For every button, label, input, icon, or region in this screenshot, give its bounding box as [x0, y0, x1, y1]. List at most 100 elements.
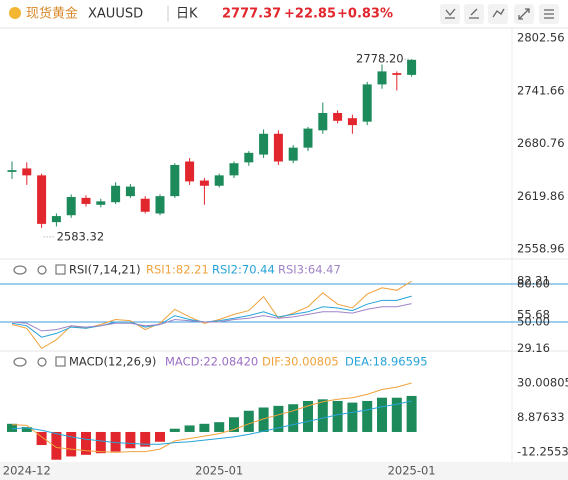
candle-body: [392, 73, 402, 75]
macd-bar: [288, 404, 299, 432]
period[interactable]: 日K: [176, 7, 198, 22]
indicator-title: MACD(12,26,9): [69, 355, 156, 369]
y-tick-label: 2680.76: [517, 136, 565, 150]
indicator-icon[interactable]: [55, 264, 66, 275]
candle-body: [140, 198, 150, 212]
candle-body: [199, 180, 209, 186]
x-tick-label: 2025-01: [195, 464, 243, 478]
y-tick-label: 55.68: [517, 307, 550, 321]
candle-body: [362, 84, 372, 122]
macd-bar: [258, 407, 269, 432]
candle-body: [125, 186, 135, 197]
macd-bar: [377, 397, 387, 432]
macd-bar: [125, 431, 136, 449]
legend-entry: DIF:30.00805: [262, 355, 339, 369]
x-tick-label: 2024-12: [3, 464, 51, 478]
settings-icon[interactable]: [37, 357, 47, 367]
indicator-title: RSI(7,14,21): [69, 263, 141, 277]
y-tick-label: 2741.66: [517, 83, 565, 97]
candle-body: [81, 197, 91, 204]
y-tick-label: 8.87633: [517, 410, 565, 424]
candle-body: [7, 170, 17, 172]
tool-icon: [518, 8, 530, 20]
legend-entry: RSI2:70.44: [212, 263, 275, 277]
macd-bar: [406, 395, 417, 432]
visibility-icon[interactable]: [13, 357, 27, 367]
tool-icon: [492, 8, 505, 18]
candle-body: [66, 197, 76, 216]
legend-entry: RSI1:82.21: [146, 263, 209, 277]
symbol-icon: [9, 7, 21, 19]
macd-bar: [36, 431, 47, 446]
candle-body: [347, 118, 357, 126]
candle-body: [288, 147, 298, 161]
macd-bar: [7, 423, 17, 432]
macd-bar: [391, 397, 402, 432]
tool-icon: [445, 8, 456, 19]
instrument-symbol[interactable]: XAUUSD: [88, 7, 143, 22]
candle-body: [273, 133, 283, 162]
macd-bar: [214, 422, 225, 432]
candle-body: [51, 216, 61, 223]
y-tick-label: -12.25539: [517, 444, 568, 458]
macd-line: [11, 400, 412, 445]
y-tick-label: 2558.96: [517, 242, 565, 256]
y-tick-label: 80.00: [517, 276, 550, 290]
macd-bar: [184, 425, 195, 432]
macd-bar: [229, 417, 239, 432]
y-tick-label: 50.00: [517, 314, 550, 328]
macd-bar: [140, 431, 151, 447]
candle-body: [214, 175, 224, 186]
indicator-icon[interactable]: [55, 356, 66, 367]
macd-bar: [347, 402, 358, 432]
candle-body: [259, 133, 269, 155]
x-tick-label: 2025-01: [388, 464, 436, 478]
high-label: 2778.20: [356, 52, 404, 66]
y-tick-label: 2619.86: [517, 189, 565, 203]
candle-body: [377, 71, 387, 85]
macd-bar: [66, 431, 77, 457]
legend-entry: MACD:22.08420: [165, 355, 258, 369]
macd-bar: [332, 400, 343, 432]
candle-body: [244, 152, 254, 163]
macd-bar: [199, 423, 210, 432]
instrument-name: 现货黄金: [26, 6, 78, 22]
macd-bar: [81, 431, 91, 455]
macd-bar: [362, 400, 373, 432]
macd-line: [11, 382, 412, 453]
tool-button[interactable]: [464, 4, 484, 24]
candle-body: [407, 59, 417, 75]
candle-body: [303, 128, 313, 148]
macd-bar: [169, 428, 180, 432]
candle-body: [185, 161, 195, 182]
tool-icon: [469, 8, 479, 19]
macd-bar: [21, 427, 32, 432]
tool-icon: [544, 9, 554, 19]
candle-body: [229, 163, 239, 176]
settings-icon[interactable]: [37, 265, 47, 275]
macd-bar: [303, 400, 313, 432]
macd-bar: [110, 431, 121, 452]
price-change: +22.85: [284, 7, 336, 22]
candle-body: [37, 175, 47, 224]
macd-bar: [243, 410, 254, 432]
macd-bar: [273, 405, 284, 432]
price-change-pct: +0.83%: [337, 7, 393, 22]
visibility-icon[interactable]: [13, 265, 27, 275]
candle-body: [155, 196, 165, 214]
candle-body: [333, 112, 343, 121]
low-label: 2583.32: [57, 229, 105, 243]
candle-body: [111, 185, 121, 203]
y-tick-label: 30.00805: [517, 375, 568, 389]
candle-body: [318, 112, 328, 131]
candle-body: [170, 164, 180, 197]
legend-entry: DEA:18.96595: [345, 355, 428, 369]
y-tick-label: 2802.56: [517, 31, 565, 45]
macd-bar: [155, 431, 165, 442]
last-price: 2777.37: [222, 7, 281, 22]
tool-button[interactable]: [488, 4, 508, 24]
macd-bar: [95, 431, 106, 454]
macd-bar: [51, 431, 62, 460]
